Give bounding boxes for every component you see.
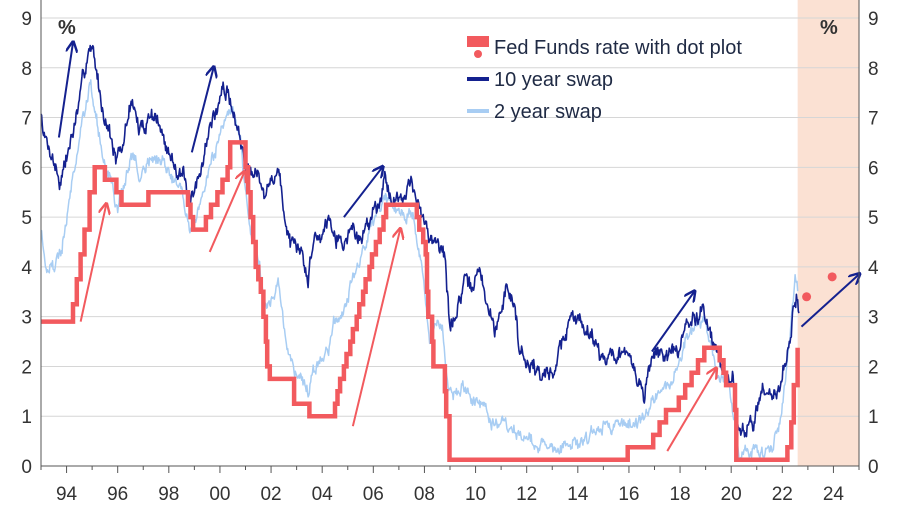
y-tick-label-left: 1 [21, 407, 32, 428]
y-tick-label-right: 4 [868, 258, 879, 279]
y-axis-left-labels: 0 1 2 3 4 5 6 7 8 9 [21, 9, 32, 478]
y-tick-label-right: 8 [868, 59, 879, 80]
x-tick-label: 22 [772, 484, 793, 505]
annotation-arrows [57, 43, 859, 452]
forecast-shading [797, 0, 859, 466]
series-10y-swap [40, 44, 800, 438]
x-axis-labels: 94 96 98 00 02 04 06 08 10 12 14 16 18 20 22 24 [56, 484, 844, 505]
legend-swatch-fed-funds [467, 36, 489, 47]
x-tick-label: 94 [56, 484, 78, 505]
y-tick-label-left: 2 [21, 357, 32, 378]
x-tick-label: 14 [567, 484, 589, 505]
y-tick-label-left: 3 [21, 308, 32, 329]
y-tick-label-right: 0 [868, 457, 879, 478]
legend-label-fed-funds: Fed Funds rate with dot plot [494, 37, 742, 59]
x-tick-label: 10 [465, 484, 486, 505]
x-tick-label: 04 [312, 484, 334, 505]
x-tick-label: 16 [618, 484, 639, 505]
trend-arrow-red [351, 230, 400, 427]
y-tick-label-right: 7 [868, 109, 879, 130]
gridlines [41, 17, 859, 417]
y-tick-label-right: 3 [868, 308, 879, 329]
y-tick-label-left: 5 [21, 208, 32, 229]
dot-plot-point [827, 272, 837, 282]
y-tick-label-left: 4 [21, 258, 32, 279]
x-tick-label: 00 [209, 484, 230, 505]
legend-label-2y-swap: 2 year swap [494, 101, 602, 123]
unit-label-left: % [58, 17, 76, 39]
y-axis-right-labels: 0 1 2 3 4 5 6 7 8 9 [868, 9, 879, 478]
legend-dot-fed-funds [474, 50, 482, 58]
x-tick-label: 12 [516, 484, 537, 505]
y-tick-label-left: 6 [21, 158, 32, 179]
x-tick-label: 20 [721, 484, 742, 505]
x-tick-label: 06 [363, 484, 384, 505]
trend-arrow-red [666, 369, 716, 452]
trend-arrow-navy [651, 292, 694, 353]
y-tick-label-right: 1 [868, 407, 879, 428]
legend-item-10y-swap: 10 year swap [467, 69, 613, 91]
legend: Fed Funds rate with dot plot 10 year swa… [467, 36, 742, 123]
y-tick-label-left: 0 [21, 457, 32, 478]
y-tick-label-right: 2 [868, 357, 879, 378]
y-tick-label-left: 9 [21, 9, 32, 30]
trend-arrow-red [208, 172, 245, 253]
x-tick-label: 02 [260, 484, 281, 505]
x-tick-label: 08 [414, 484, 435, 505]
trend-arrow-navy [190, 68, 214, 153]
x-tick-label: 96 [107, 484, 128, 505]
y-tick-label-right: 6 [868, 158, 879, 179]
legend-item-2y-swap: 2 year swap [467, 101, 602, 123]
y-tick-label-left: 7 [21, 109, 32, 130]
y-tick-label-right: 5 [868, 208, 879, 229]
series-layer [40, 44, 837, 463]
trend-arrow-navy [57, 43, 73, 138]
series-2y-swap [40, 79, 799, 461]
trend-arrow-navy [343, 167, 382, 218]
x-tick-label: 24 [823, 484, 845, 505]
trend-arrow-red [79, 205, 107, 322]
legend-label-10y-swap: 10 year swap [494, 69, 613, 91]
trend-arrow-navy [800, 274, 859, 328]
legend-item-fed-funds: Fed Funds rate with dot plot [467, 36, 742, 59]
series-fed-funds [41, 140, 800, 463]
dot-plot-point [802, 292, 812, 302]
x-tick-label: 98 [158, 484, 179, 505]
x-axis-ticks [40, 466, 860, 473]
y-tick-label-right: 9 [868, 9, 879, 30]
x-tick-label: 18 [669, 484, 690, 505]
unit-label-right: % [820, 17, 838, 39]
y-tick-label-left: 8 [21, 59, 32, 80]
